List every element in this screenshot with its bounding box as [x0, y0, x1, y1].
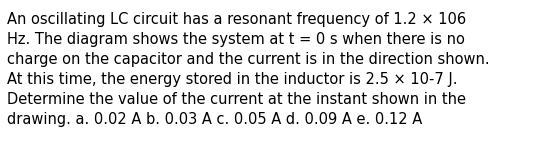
Text: An oscillating LC circuit has a resonant frequency of 1.2 × 106
Hz. The diagram : An oscillating LC circuit has a resonant…: [7, 12, 489, 127]
